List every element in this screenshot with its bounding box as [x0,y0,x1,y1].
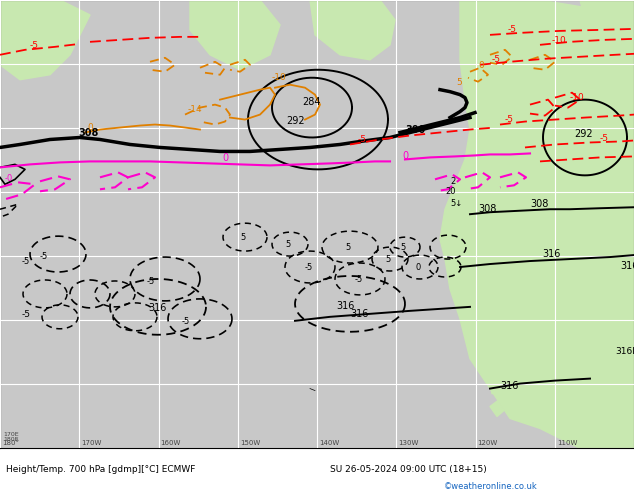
Text: 0: 0 [87,122,93,131]
Text: -5: -5 [22,310,31,319]
Text: 5: 5 [285,240,290,249]
Text: 5: 5 [400,243,405,252]
Text: -5: -5 [182,317,190,326]
Text: 120W: 120W [477,441,498,446]
Text: 180°: 180° [2,441,19,446]
Text: 284: 284 [302,97,321,107]
Text: -5: -5 [508,25,517,34]
Polygon shape [580,0,634,50]
Text: 110W: 110W [557,441,577,446]
Text: -5: -5 [305,263,313,272]
Text: 130W: 130W [398,441,418,446]
Text: -5: -5 [492,55,501,64]
Text: 0: 0 [402,151,408,161]
Text: SU 26-05-2024 09:00 UTC (18+15): SU 26-05-2024 09:00 UTC (18+15) [330,465,486,474]
Text: 292: 292 [286,116,304,125]
Text: 316Ⅰ: 316Ⅰ [615,347,634,356]
Text: -5: -5 [505,115,514,123]
Text: 292: 292 [574,129,593,140]
Text: 5: 5 [345,243,350,252]
Text: 2: 2 [450,177,455,186]
Text: -14: -14 [188,104,203,114]
Text: 170E: 170E [3,432,18,438]
Text: 5: 5 [456,78,462,87]
Text: 140W: 140W [319,441,339,446]
Text: 5↓: 5↓ [450,199,462,208]
Text: 170W: 170W [81,441,101,446]
Text: 0: 0 [222,153,228,163]
Polygon shape [190,0,280,70]
Text: 316: 316 [500,381,519,391]
Text: Height/Temp. 700 hPa [gdmp][°C] ECMWF: Height/Temp. 700 hPa [gdmp][°C] ECMWF [6,465,196,474]
Polygon shape [490,400,504,416]
Text: 5: 5 [240,233,245,242]
Text: -10: -10 [272,73,287,82]
Text: -10: -10 [570,93,585,101]
Text: 308: 308 [530,199,548,209]
Text: 0: 0 [478,61,484,70]
Text: 316: 316 [620,261,634,271]
Text: -5: -5 [600,134,609,144]
Text: -5: -5 [30,41,39,50]
Text: -0: -0 [5,174,13,183]
Text: 316: 316 [336,301,354,311]
Text: -5: -5 [147,277,155,286]
Text: ©weatheronline.co.uk: ©weatheronline.co.uk [444,482,538,490]
Text: 5: 5 [385,255,391,264]
Text: -5: -5 [22,257,30,266]
Text: 150W: 150W [240,441,260,446]
Text: -5: -5 [355,275,363,284]
Polygon shape [0,0,90,80]
Text: 316: 316 [148,303,166,313]
Text: -5: -5 [358,135,367,145]
Text: 316: 316 [542,249,560,259]
Text: 180E: 180E [3,438,18,442]
Text: 308: 308 [478,204,496,214]
Text: 20: 20 [445,187,455,196]
Polygon shape [490,374,510,393]
Text: -5: -5 [40,252,48,261]
Text: 0: 0 [415,263,420,272]
Text: -10: -10 [552,36,567,45]
Polygon shape [310,0,395,60]
Polygon shape [440,0,634,448]
Text: 308: 308 [78,127,98,138]
Text: 160W: 160W [160,441,181,446]
Text: 316: 316 [350,309,368,319]
Text: 300: 300 [405,124,425,135]
